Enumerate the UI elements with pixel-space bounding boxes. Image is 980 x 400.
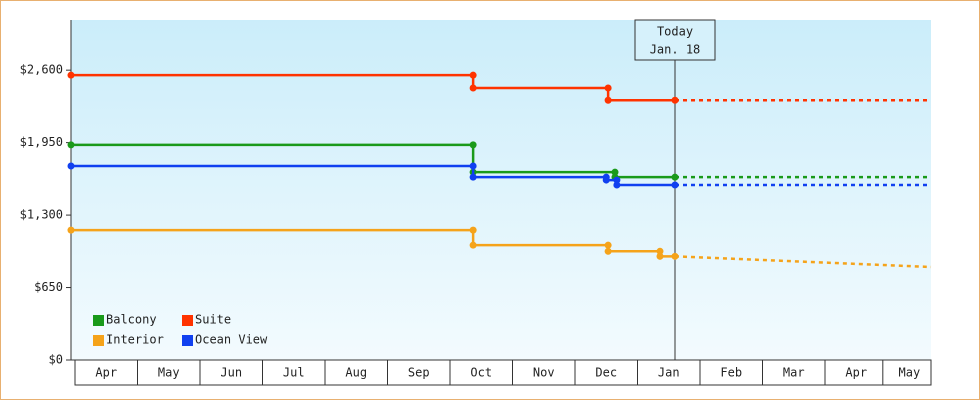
- legend-label: Ocean View: [195, 333, 268, 347]
- y-tick-label: $0: [49, 353, 63, 367]
- x-tick-label: Apr: [845, 366, 867, 380]
- legend-label: Balcony: [106, 313, 157, 327]
- price-point: [671, 181, 679, 189]
- legend-swatch: [93, 335, 104, 346]
- price-point: [604, 247, 612, 255]
- legend-label: Interior: [106, 333, 164, 347]
- price-point: [604, 241, 612, 249]
- price-point: [67, 141, 75, 149]
- x-tick-label: Jun: [220, 366, 242, 380]
- x-tick-label: Oct: [470, 366, 492, 380]
- today-label: Jan. 18: [650, 43, 701, 57]
- x-tick-label: Apr: [95, 366, 117, 380]
- plot-area: [71, 20, 931, 360]
- y-tick-label: $2,600: [20, 63, 63, 77]
- x-tick-label: Sep: [408, 366, 430, 380]
- forecast-line: [674, 255, 932, 269]
- today-box: [634, 19, 716, 61]
- x-tick-label: Jan: [658, 366, 680, 380]
- price-point: [671, 96, 679, 104]
- price-point: [602, 176, 610, 184]
- x-tick-label: May: [899, 366, 921, 380]
- x-axis-band: [74, 359, 932, 386]
- x-tick-label: Dec: [595, 366, 617, 380]
- price-point: [613, 176, 621, 184]
- y-tick-label: $650: [34, 280, 63, 294]
- price-point: [611, 168, 619, 176]
- legend-label: Suite: [195, 313, 231, 327]
- today-label: Today: [657, 25, 693, 39]
- price-point: [67, 162, 75, 170]
- legend-swatch: [182, 335, 193, 346]
- price-point: [604, 96, 612, 104]
- price-point: [469, 141, 477, 149]
- x-tick-label: Aug: [345, 366, 367, 380]
- price-point: [656, 247, 664, 255]
- price-point: [469, 84, 477, 92]
- y-tick-label: $1,300: [20, 208, 63, 222]
- price-point: [469, 241, 477, 249]
- price-point: [671, 252, 679, 260]
- x-tick-label: Feb: [720, 366, 742, 380]
- price-point: [469, 162, 477, 170]
- x-tick-label: Nov: [533, 366, 555, 380]
- price-point: [613, 181, 621, 189]
- legend-swatch: [93, 315, 104, 326]
- y-tick-label: $1,950: [20, 135, 63, 149]
- price-point: [469, 226, 477, 234]
- price-line: [71, 73, 675, 102]
- price-point: [67, 226, 75, 234]
- price-point: [671, 173, 679, 181]
- x-tick-label: Jul: [283, 366, 305, 380]
- price-point: [67, 71, 75, 79]
- price-point: [604, 84, 612, 92]
- legend-swatch: [182, 315, 193, 326]
- x-tick-label: May: [158, 366, 180, 380]
- price-line: [71, 143, 675, 179]
- price-point: [656, 252, 664, 260]
- x-tick-label: Mar: [783, 366, 805, 380]
- price-point: [469, 71, 477, 79]
- price-point: [469, 173, 477, 181]
